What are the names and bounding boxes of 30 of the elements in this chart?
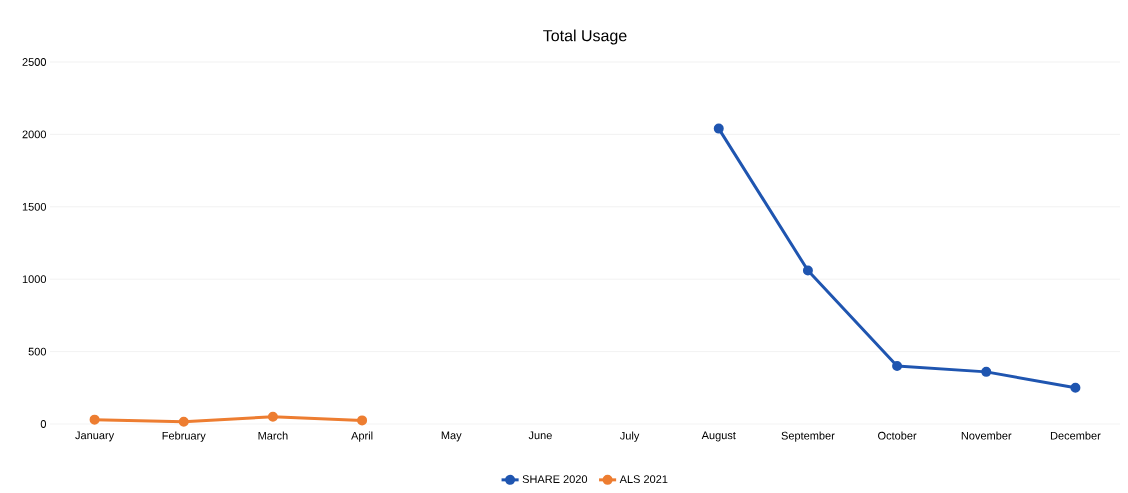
y-tick-label: 500 (28, 347, 47, 356)
x-tick-label: February (162, 431, 206, 442)
y-tick-label: 2500 (22, 58, 47, 66)
point (89, 414, 100, 425)
x-tick-label: September (781, 431, 835, 442)
x-tick-label: July (619, 431, 640, 442)
x-tick-label: May (441, 431, 462, 442)
x-tick-label: December (1050, 431, 1101, 440)
y-tick-label: 2000 (22, 130, 47, 139)
y-tick-label: 1000 (22, 275, 47, 284)
point (357, 415, 368, 426)
x-tick-label: August (701, 431, 736, 442)
y-tick-label: 0 (40, 420, 47, 428)
y-tick-label: 1500 (22, 202, 47, 211)
x-tick-label: April (351, 431, 373, 442)
chart-title: Total Usage (543, 29, 627, 45)
legend-label: ALS 2021 (619, 475, 668, 484)
point (178, 416, 189, 427)
x-tick-label: March (258, 431, 288, 440)
x-tick-label: January (75, 431, 115, 442)
legend-label: SHARE 2020 (522, 475, 588, 484)
x-tick-label: November (961, 431, 1012, 440)
point (1070, 382, 1081, 393)
x-tick-label: October (878, 431, 917, 440)
point (802, 265, 813, 276)
point (981, 366, 992, 377)
point (267, 411, 278, 422)
x-tick-label: June (528, 431, 552, 440)
point (892, 361, 903, 372)
point (713, 123, 724, 134)
